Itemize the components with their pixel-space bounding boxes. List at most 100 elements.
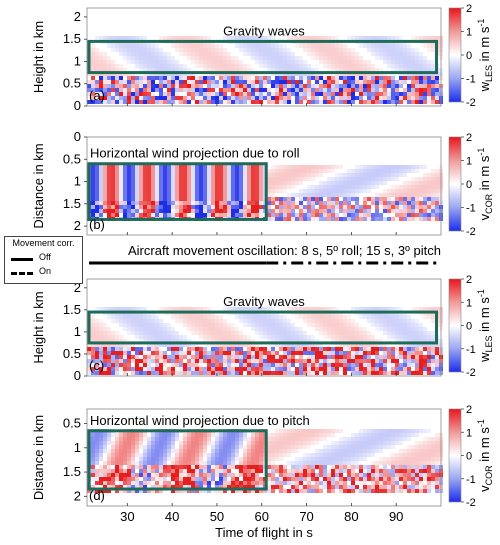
colorbar-label-sub: LES bbox=[484, 335, 494, 352]
y-axis-label: Height in km bbox=[31, 21, 46, 93]
x-tick-label: 60 bbox=[255, 509, 269, 524]
colorbar-tick-label: 1 bbox=[466, 427, 472, 439]
oscillation-title: Aircraft movement oscillation: 8 s, 5º r… bbox=[128, 243, 441, 258]
y-axis-label: Distance in km bbox=[31, 143, 46, 228]
colorbar-tick-label: -2 bbox=[466, 497, 476, 509]
colorbar-label-sub: COR bbox=[484, 465, 494, 486]
colorbar-tick-label: 1 bbox=[466, 27, 472, 39]
y-tick-label: 0.5 bbox=[63, 346, 81, 361]
colorbar-tick-label: 2 bbox=[466, 3, 472, 15]
y-tick-label: 0.5 bbox=[63, 76, 81, 91]
colorbar-tick-label: 0 bbox=[466, 451, 472, 463]
colorbar-label-sup: -1 bbox=[476, 19, 486, 27]
panel-d: 0.5 1 1.5 2 30 40 50 60 70 80 90 Time of flight in … bbox=[31, 404, 494, 540]
legend-solid-line bbox=[11, 258, 33, 261]
plot-frame bbox=[86, 408, 442, 507]
colorbar-tick-label: -2 bbox=[466, 97, 476, 109]
colorbar-label-main: v bbox=[477, 213, 492, 220]
colorbar-tick-label: 0 bbox=[466, 321, 472, 333]
highlight-box bbox=[87, 429, 268, 491]
colorbar-label-sub: COR bbox=[484, 193, 494, 214]
colorbar-tick-label: -1 bbox=[466, 344, 476, 356]
heatmap-field bbox=[87, 307, 443, 375]
y-tick-label: 2 bbox=[74, 218, 81, 233]
panel-a: 0 0.5 1 1.5 2 Height in km Gravity waves (a) 2 1 0… bbox=[31, 3, 494, 113]
colorbar-tick-label: 0 bbox=[466, 50, 472, 62]
y-axis-label: Height in km bbox=[31, 291, 46, 363]
y-tick-label: 2 bbox=[74, 280, 81, 295]
legend-item-off: Off bbox=[39, 252, 51, 262]
colorbar-label-sup: -1 bbox=[476, 148, 486, 156]
y-tick-label: 1 bbox=[74, 53, 81, 68]
colorbar-label: vCOR in m s-1 bbox=[476, 419, 494, 492]
panel-c: 0 0.5 1 1.5 2 Height in km Gravity waves (c) 2 1 0… bbox=[31, 274, 494, 383]
y-tick-label: 0 bbox=[74, 368, 81, 383]
plot-frame bbox=[86, 136, 442, 236]
y-tick-label: 1.5 bbox=[63, 31, 81, 46]
panel-label: (c) bbox=[89, 358, 104, 373]
panel-b: 0 0.5 1 1.5 2 Distance in km Horizontal wind p… bbox=[31, 129, 494, 238]
colorbar-tick-label: 1 bbox=[466, 156, 472, 168]
colorbar-tick-label: -1 bbox=[466, 203, 476, 215]
colorbar-tick-label: -2 bbox=[466, 226, 476, 238]
colorbar-label-unit: in m s bbox=[477, 427, 492, 466]
x-tick-label: 80 bbox=[344, 509, 358, 524]
colorbar bbox=[448, 408, 462, 503]
colorbar-tick-label: -2 bbox=[466, 367, 476, 379]
x-axis-label: Time of flight in s bbox=[215, 525, 313, 540]
plot-frame bbox=[86, 7, 442, 107]
y-tick-label: 2 bbox=[74, 9, 81, 24]
y-tick-label: 1.5 bbox=[63, 464, 81, 479]
y-tick-label: 0.5 bbox=[63, 416, 81, 431]
colorbar-tick-label: -1 bbox=[466, 74, 476, 86]
legend-dash-line bbox=[11, 272, 33, 275]
panel-annotation: Gravity waves bbox=[223, 294, 305, 309]
panel-label: (d) bbox=[89, 488, 105, 503]
colorbar-label-sup: -1 bbox=[476, 289, 486, 297]
panel-annotation: Horizontal wind projection due to roll bbox=[90, 146, 300, 161]
colorbar-label-sub: LES bbox=[484, 65, 494, 82]
colorbar-tick-label: 1 bbox=[466, 297, 472, 309]
panel-annotation: Horizontal wind projection due to pitch bbox=[90, 413, 310, 428]
x-tick-label: 50 bbox=[210, 509, 224, 524]
y-tick-label: 0 bbox=[74, 129, 81, 144]
y-tick-label: 1 bbox=[74, 324, 81, 339]
colorbar-label-sup: -1 bbox=[476, 419, 486, 427]
colorbar-tick-label: 2 bbox=[466, 404, 472, 416]
y-tick-label: 0.5 bbox=[63, 151, 81, 166]
x-tick-label: 90 bbox=[389, 509, 403, 524]
colorbar-label-main: w bbox=[477, 81, 492, 92]
colorbar-tick-label: 0 bbox=[466, 179, 472, 191]
movement-legend: Movement corr. Off On bbox=[4, 236, 83, 284]
colorbar-label-main: v bbox=[477, 485, 492, 492]
colorbar-tick-label: 2 bbox=[466, 132, 472, 144]
colorbar-label: vCOR in m s-1 bbox=[476, 148, 494, 221]
colorbar-label-unit: in m s bbox=[477, 155, 492, 194]
colorbar bbox=[448, 136, 462, 232]
y-tick-label: 1.5 bbox=[63, 196, 81, 211]
colorbar bbox=[448, 7, 462, 103]
x-tick-label: 30 bbox=[120, 509, 134, 524]
highlight-box bbox=[87, 162, 268, 221]
colorbar-tick-label: 2 bbox=[466, 274, 472, 286]
panel-label: (b) bbox=[89, 217, 105, 232]
y-tick-label: 2 bbox=[74, 488, 81, 503]
y-tick-label: 0 bbox=[74, 98, 81, 113]
colorbar-label-main: w bbox=[477, 352, 492, 363]
highlight-box bbox=[87, 39, 439, 75]
legend-item-on: On bbox=[39, 266, 52, 276]
y-tick-label: 1.5 bbox=[63, 302, 81, 317]
colorbar-tick-label: -1 bbox=[466, 474, 476, 486]
colorbar-label-unit: in m s bbox=[477, 26, 492, 65]
panel-label: (a) bbox=[89, 88, 105, 103]
colorbar-label: wLES in m s-1 bbox=[476, 19, 494, 93]
y-tick-label: 1 bbox=[74, 174, 81, 189]
panel-annotation: Gravity waves bbox=[223, 23, 305, 38]
plot-frame bbox=[86, 278, 442, 377]
y-axis-label: Distance in km bbox=[31, 415, 46, 500]
highlight-box bbox=[87, 310, 439, 345]
legend-title: Movement corr. bbox=[12, 238, 75, 248]
heatmap-field bbox=[87, 36, 443, 104]
x-tick-label: 70 bbox=[299, 509, 313, 524]
